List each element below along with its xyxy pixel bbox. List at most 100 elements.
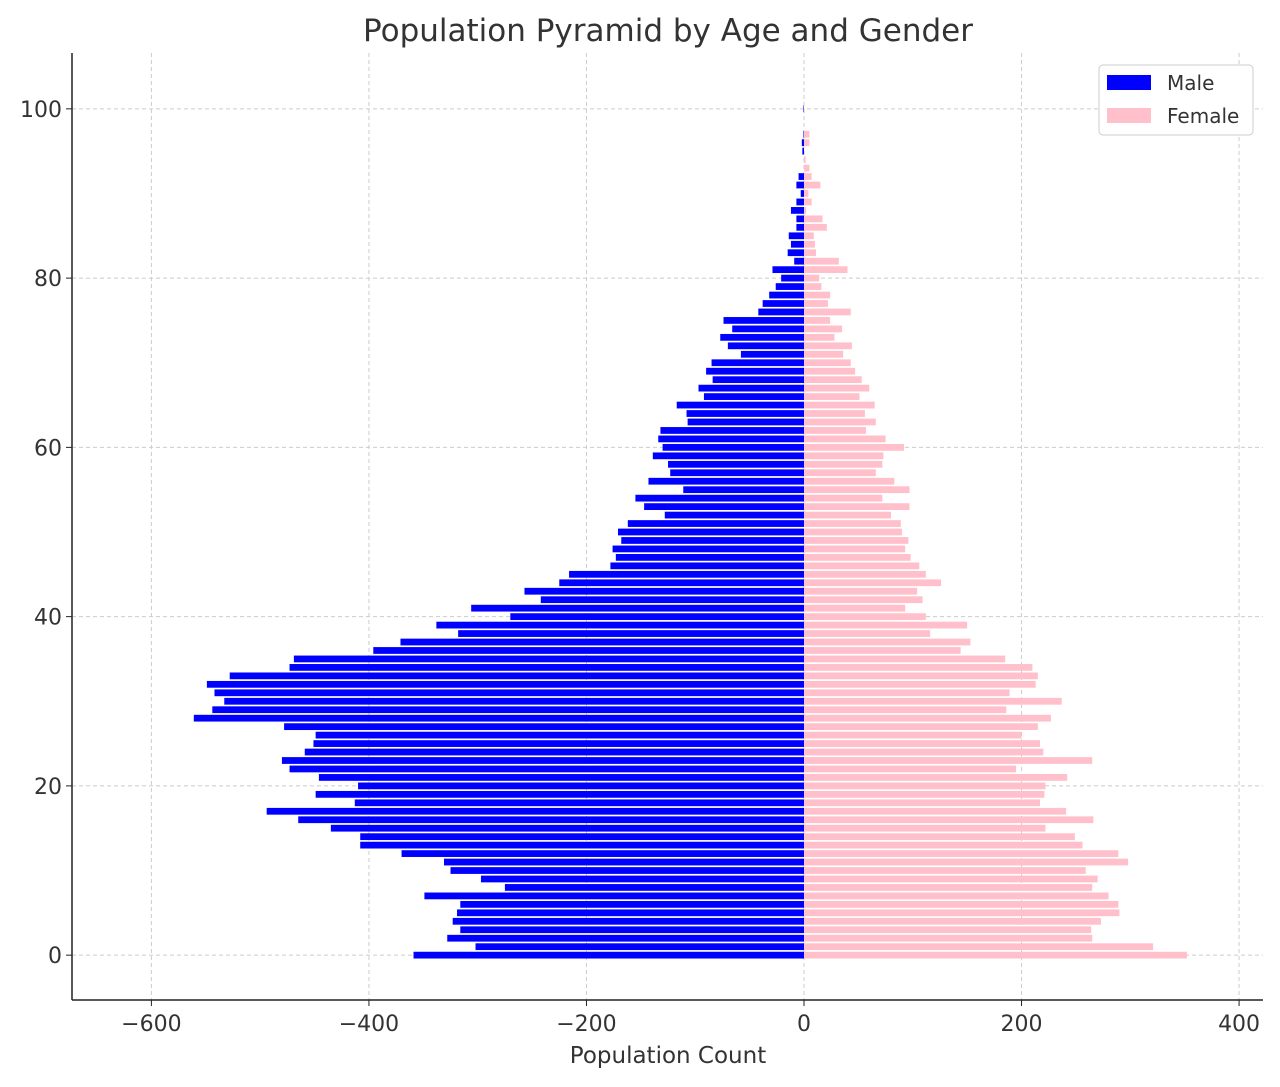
bar-female-age-74 [804, 325, 843, 333]
bar-male-age-5 [457, 909, 805, 917]
bar-female-age-14 [804, 833, 1075, 841]
bar-male-age-17 [266, 807, 805, 815]
bar-female-age-47 [804, 554, 911, 561]
legend-swatch-female [1107, 108, 1151, 123]
bar-female-age-48 [804, 545, 906, 553]
bar-male-age-19 [315, 790, 805, 798]
bar-female-age-4 [804, 917, 1101, 925]
bar-male-age-41 [471, 604, 805, 612]
bar-female-age-16 [804, 816, 1094, 824]
bar-male-age-11 [443, 858, 805, 866]
bar-male-age-58 [668, 460, 805, 468]
bar-male-age-39 [436, 621, 805, 629]
bar-female-age-31 [804, 689, 1010, 697]
bar-female-age-88 [804, 207, 807, 214]
bar-female-age-20 [804, 782, 1046, 790]
bar-female-age-30 [804, 697, 1062, 705]
bar-male-age-35 [293, 655, 805, 663]
bar-female-age-23 [804, 757, 1093, 764]
x-tick-label: 400 [1218, 1012, 1260, 1037]
bar-female-age-17 [804, 807, 1067, 815]
bar-female-age-44 [804, 579, 942, 587]
bar-male-age-33 [229, 672, 805, 680]
bar-female-age-35 [804, 655, 1006, 663]
bar-male-age-64 [686, 410, 805, 417]
bar-male-age-97 [803, 130, 805, 138]
bar-female-age-69 [804, 367, 856, 375]
bar-male-age-67 [698, 384, 805, 392]
bar-male-age-50 [618, 528, 805, 536]
bar-female-age-77 [804, 300, 828, 307]
bar-female-age-59 [804, 452, 884, 460]
bar-female-age-85 [804, 232, 814, 240]
bar-female-age-13 [804, 841, 1083, 849]
bar-male-age-26 [315, 731, 805, 739]
bar-female-age-46 [804, 562, 920, 570]
bar-female-age-18 [804, 799, 1041, 807]
bar-female-age-55 [804, 486, 910, 494]
bar-female-age-84 [804, 240, 815, 248]
bar-female-age-1 [804, 943, 1154, 951]
bar-female-age-66 [804, 393, 860, 400]
bar-female-age-57 [804, 469, 876, 477]
bar-male-age-27 [284, 723, 805, 731]
bar-male-age-44 [559, 579, 805, 587]
bar-male-age-47 [615, 554, 805, 561]
bar-female-age-87 [804, 215, 823, 223]
bar-female-age-93 [804, 164, 810, 172]
bar-female-age-73 [804, 333, 835, 341]
bar-female-age-53 [804, 503, 910, 510]
bar-female-age-92 [804, 173, 812, 180]
bar-female-age-27 [804, 723, 1038, 731]
y-tick-label: 40 [34, 606, 62, 631]
bar-male-age-43 [524, 587, 805, 595]
bar-male-age-75 [723, 317, 805, 324]
bar-male-age-85 [788, 232, 805, 240]
bar-male-age-42 [540, 596, 805, 604]
bar-male-age-29 [212, 706, 805, 714]
bar-female-age-42 [804, 596, 923, 604]
bar-female-age-58 [804, 460, 883, 468]
bar-female-age-39 [804, 621, 968, 629]
bar-male-age-3 [460, 926, 805, 934]
bar-male-age-96 [801, 139, 805, 147]
x-tick-label: −400 [339, 1012, 399, 1037]
y-tick-label: 80 [34, 267, 62, 292]
bar-male-age-60 [662, 443, 805, 451]
bar-male-age-45 [569, 570, 805, 578]
bar-female-age-24 [804, 748, 1044, 756]
bar-male-age-48 [612, 545, 805, 553]
bar-female-age-65 [804, 401, 875, 409]
bar-male-age-31 [214, 689, 805, 697]
bar-female-age-12 [804, 850, 1119, 857]
bar-female-age-94 [804, 156, 806, 164]
bar-male-age-86 [796, 223, 805, 231]
bar-female-age-70 [804, 359, 851, 367]
bar-female-age-96 [804, 139, 810, 147]
bar-male-age-20 [358, 782, 805, 790]
bar-female-age-61 [804, 435, 886, 443]
bar-male-age-77 [762, 300, 805, 307]
bar-male-age-16 [298, 816, 805, 824]
y-tick-label: 0 [48, 944, 62, 969]
bar-male-age-87 [796, 215, 805, 223]
bar-female-age-6 [804, 900, 1119, 908]
bar-male-age-7 [424, 892, 805, 900]
legend-label-female: Female [1167, 104, 1239, 128]
bar-male-age-89 [796, 198, 805, 206]
bar-male-age-1 [475, 943, 805, 951]
bar-male-age-92 [798, 173, 805, 180]
bar-female-age-40 [804, 613, 926, 621]
bar-male-age-73 [720, 333, 805, 341]
bar-male-age-32 [206, 680, 805, 688]
bar-male-age-18 [354, 799, 805, 807]
bar-female-age-63 [804, 418, 876, 426]
bar-female-age-80 [804, 274, 820, 282]
bar-female-age-97 [804, 130, 810, 138]
bar-female-age-11 [804, 858, 1129, 866]
x-tick-label: 0 [797, 1012, 811, 1037]
legend-swatch-male [1107, 75, 1151, 90]
bar-male-age-38 [458, 630, 805, 637]
bar-female-age-54 [804, 494, 883, 502]
bar-male-age-13 [360, 841, 805, 849]
